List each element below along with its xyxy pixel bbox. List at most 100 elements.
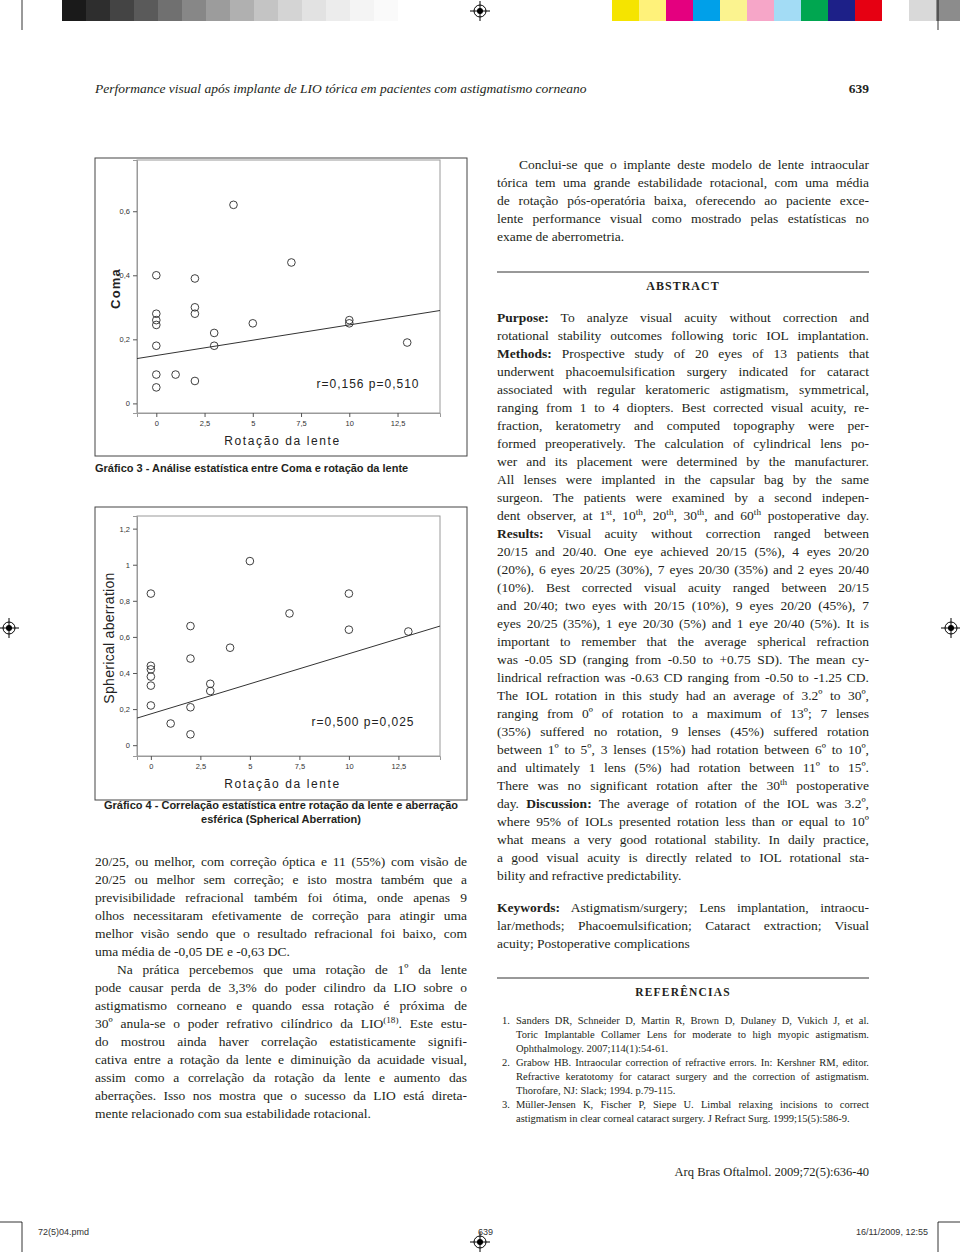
text-run: lar/methods; Phacoemulsification; Catara… [497,918,869,933]
data-point [147,590,155,598]
y-tick: 1,2 [120,525,137,534]
tick-mark [133,673,137,674]
text-run: lindrical refraction was -0.63 CD rangin… [497,670,869,685]
gray-patch [62,0,86,21]
text-run: ranging from 0º of rotation to a maximum… [497,706,869,721]
tick-mark [156,413,157,417]
annotation: r=0,156 p=0,510 [316,377,419,391]
text-line: and ultimately 1 lens (5%) had rotation … [497,759,869,777]
bold-run: Discussion: [526,796,591,811]
reference-line: Refractive keratotomy for cataract surge… [516,1070,869,1084]
y-tick: 0,6 [120,633,137,642]
text-run: (10%). Best corrected visual acuity rang… [497,580,869,595]
tick-label: 0,6 [120,207,130,216]
chart: 02,557,51012,500,20,40,6r=0,156 p=0,510R… [95,158,467,474]
text-line: associated with regular keratomeric asti… [497,381,869,399]
text-run: important to remember that the average s… [497,634,869,649]
figure-caption: esférica (Spherical Aberration) [201,813,361,825]
text-line: wer and its placement were determined by… [497,453,869,471]
text-run: Ophthalmology. 2007;114(1):54-61. [516,1043,668,1054]
print-slug: 639 [478,1226,493,1238]
tick-mark [133,211,137,212]
print-marks [0,0,960,1252]
data-point [152,371,160,379]
tick-mark [250,756,251,760]
x-tick: 2,5 [196,756,206,771]
text-run: bility and refractive predictability. [497,868,681,883]
x-axis: 02,557,51012,5 [138,413,441,428]
reference-line: astigmatism in clear corneal cataract su… [516,1112,869,1126]
data-point [249,320,257,328]
reference-line: Toric Implantable Collamer Lens for mode… [516,1028,869,1042]
data-point [187,622,195,630]
data-point [187,731,195,739]
gray-patch [350,0,374,21]
text-run: Refractive keratotomy for cataract surge… [516,1071,869,1082]
x-tick: 0 [155,413,159,428]
text-run: , 10 [612,508,636,523]
text-line: between 1º to 5º, 3 lenses (15%) had rot… [497,741,869,759]
text-run: was -0.05 SD (ranging from -0.50 to +0.7… [497,652,869,667]
tick-mark [253,413,254,417]
text-run: fraction, keratometry and computed topog… [497,418,869,433]
text-line: what means a very good rotational stabil… [497,831,869,849]
plot-marks [137,557,440,738]
text-run: olhos necessitaram efetivamente de corre… [95,908,467,923]
data-point [152,321,160,329]
crop-mark [938,1222,960,1223]
data-point [147,666,155,674]
text-line: astigmatismo corneano e quando essa rota… [95,997,467,1015]
color-patch [666,0,693,21]
figure-caption: Gráfico 3 - Análise estatística entre Co… [95,462,408,474]
color-patch [801,0,828,21]
text-line: lindrical refraction was -0.63 CD rangin… [497,669,869,687]
tick-label: 0,4 [120,669,130,678]
data-point [147,673,155,681]
text-line: Na prática percebemos que uma rotação de… [117,961,467,979]
text-line: ranging from 1 to 4 diopters. Best corre… [497,399,869,417]
text-run: aberrações. Isso nos mostra que o sucess… [95,1088,467,1103]
text-line: The IOL rotation in this study had an av… [497,687,869,705]
text-line: (35%) suffered no rotation, 9 lenses (45… [497,723,869,741]
crop-mark [22,1222,23,1252]
gray-patch [230,0,254,21]
tick-label: 7,5 [295,762,305,771]
text-line: mente relacionado com sua estabilidade r… [95,1105,467,1123]
running-title: Performance visual após implante de LIO … [95,80,587,98]
gray-patch [158,0,182,21]
text-run: The IOL rotation in this study had an av… [497,688,869,703]
text-line: Results: Visual acuity without correctio… [497,525,869,543]
text-line: All lenses were implanted in the capsula… [497,471,869,489]
tick-label: 1 [126,561,130,570]
footer-citation: Arq Bras Oftalmol. 2009;72(5):636-40 [569,1163,869,1181]
text-run: underwent phacoemulsification surgery in… [497,364,869,379]
x-tick: 2,5 [200,413,210,428]
text-line: de rotação pós-operatória baixa, oferece… [497,192,869,210]
crop-mark [938,0,939,30]
registration-mark [0,618,19,638]
reference-number: 3. [502,1098,510,1112]
text-run: Sanders DR, Schneider D, Martin R, Brown… [516,1015,869,1026]
color-patch [774,0,801,21]
text-run: Grabow HB. Intraocular correction of ref… [516,1057,869,1068]
data-point [404,628,412,636]
tick-label: 5 [248,762,252,771]
axis-line [138,757,441,761]
registration-mark [470,1,490,21]
text-run: Conclui-se que o implante deste modelo d… [519,157,869,172]
data-point [403,339,411,347]
tick-label: 7,5 [296,419,306,428]
color-patch [828,0,855,21]
text-run: Toric Implantable Collamer Lens for mode… [516,1029,869,1040]
tick-label: 0,8 [120,597,130,606]
text-line: a good visual acuity is directly related… [497,849,869,867]
x-axis-title: Rotação da lente [224,434,340,448]
tick-label: 12,5 [391,419,406,428]
text-line: underwent phacoemulsification surgery in… [497,363,869,381]
y-axis-title: Spherical aberration [101,572,117,703]
text-line: day. Discussion: The average of rotation… [497,795,869,813]
color-patch [936,0,960,21]
tick-mark [133,601,137,602]
text-run: between 1º to 5º, 3 lenses (15%) had rot… [497,742,869,757]
gray-patch [374,0,398,21]
